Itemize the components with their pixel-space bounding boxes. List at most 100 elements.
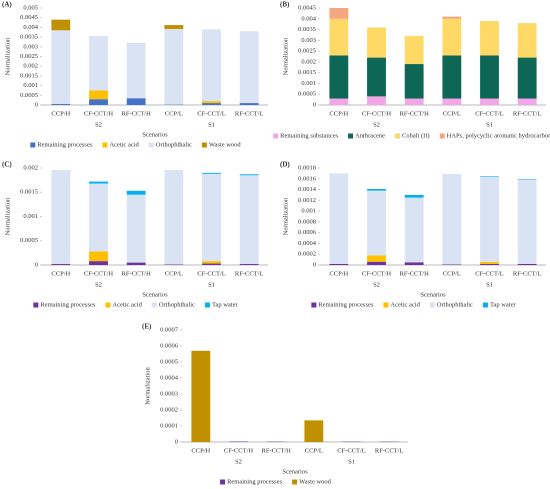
x-tick-label: CF-CCT/L — [197, 270, 226, 277]
x-tick-label: CF-CCT/H — [84, 110, 114, 117]
y-tick-label: 0.003 — [23, 43, 38, 50]
y-tick-label: 0 — [313, 101, 316, 108]
x-tick-label: CCP/L — [443, 110, 461, 117]
y-tick-label: 0.0006 — [160, 342, 179, 349]
x-tick-label: CF-CCT/L — [475, 110, 504, 117]
group-label: S2 — [95, 281, 102, 288]
legend-swatch — [482, 302, 488, 308]
y-tick-label: 0.0008 — [298, 218, 316, 225]
bar-segment — [442, 264, 462, 265]
legend-label: Remaining substances — [280, 132, 338, 139]
bar-segment — [191, 350, 211, 442]
legend-label: Remaining processes — [318, 301, 374, 308]
y-axis-title: Normalization — [144, 366, 151, 404]
bar-segment — [480, 176, 499, 262]
bar-segment — [164, 25, 184, 29]
legend-label: Orthophthalic — [437, 301, 473, 308]
legend-swatch — [348, 133, 354, 139]
bar-segment — [202, 101, 221, 104]
bar-segment — [329, 98, 349, 105]
legend-label: Waste wood — [299, 478, 332, 485]
legend-label: Orthophthalic — [156, 141, 192, 148]
bar-segment — [89, 99, 108, 105]
panel-label: (B) — [280, 1, 290, 9]
panel-label: (A) — [2, 1, 12, 9]
y-tick-label: 0.0045 — [20, 14, 38, 21]
y-tick-label: 0.0015 — [20, 189, 38, 196]
bar-segment — [89, 90, 108, 100]
legend-swatch — [151, 302, 157, 308]
legend-label: Remaining processes — [37, 141, 93, 148]
y-tick-label: 0.0005 — [20, 237, 38, 244]
y-tick-label: 0.001 — [23, 213, 38, 220]
bar-segment — [329, 173, 349, 264]
bar-segment — [304, 420, 324, 442]
bar-segment — [239, 103, 259, 105]
x-axis-title: Scenarios — [142, 291, 168, 298]
group-label: S2 — [235, 458, 242, 465]
y-tick-label: 0.0005 — [20, 92, 38, 99]
x-tick-label: CF-CCT/H — [362, 110, 392, 117]
bar-segment — [367, 27, 386, 58]
y-tick-label: 0.0012 — [298, 197, 316, 204]
x-tick-label: CCP/L — [165, 110, 183, 117]
bar-segment — [404, 262, 424, 265]
bar-segment — [517, 57, 537, 99]
bar-segment — [404, 98, 424, 105]
y-tick-label: 0.0015 — [298, 69, 316, 76]
x-tick-label: CF-CCT/L — [197, 110, 226, 117]
y-tick-label: 0.004 — [301, 15, 316, 22]
bar-segment — [367, 189, 386, 191]
bar-segment — [89, 183, 108, 252]
y-tick-label: 0.0025 — [20, 53, 38, 60]
bar-segment — [164, 28, 184, 105]
y-tick-label: 0.0006 — [298, 229, 317, 236]
legend-label: Acetic acid — [109, 141, 139, 148]
x-axis-title: Scenarios — [420, 291, 446, 298]
panel-label: (C) — [2, 161, 12, 169]
y-tick-label: 0.0002 — [298, 251, 316, 258]
group-label: S1 — [208, 281, 215, 288]
y-tick-label: 0.002 — [23, 164, 38, 171]
legend-swatch — [439, 133, 445, 139]
bar-segment — [517, 179, 537, 180]
y-tick-label: 0.0016 — [298, 175, 317, 182]
legend-swatch — [220, 479, 226, 485]
legend-label: Tap water — [490, 301, 517, 308]
y-tick-label: 0.0005 — [298, 91, 316, 98]
bar-segment — [480, 55, 499, 99]
x-axis-title: Scenarios — [142, 131, 168, 138]
y-tick-label: 0.002 — [23, 63, 38, 70]
bar-segment — [329, 55, 349, 99]
legend-label: Tap water — [212, 301, 239, 308]
legend-swatch — [148, 142, 154, 148]
bar-segment — [126, 42, 146, 99]
legend-swatch — [292, 479, 298, 485]
bar-segment — [442, 55, 462, 99]
y-tick-label: 0.001 — [301, 80, 316, 87]
y-tick-label: 0 — [35, 101, 38, 108]
bar-segment — [367, 57, 386, 97]
bar-segment — [404, 194, 424, 198]
x-tick-label: CCP/H — [51, 270, 70, 277]
legend-label: Remaining processes — [227, 478, 283, 485]
legend-swatch — [204, 302, 210, 308]
bar-segment — [89, 36, 108, 91]
x-tick-label: RF-CCT/H — [400, 110, 430, 117]
bar-segment — [239, 264, 259, 265]
bar-segment — [367, 255, 386, 262]
bar-segment — [442, 16, 462, 19]
group-label: S2 — [373, 121, 380, 128]
bar-segment — [367, 261, 386, 265]
y-tick-label: 0 — [175, 438, 178, 445]
y-tick-label: 0.0035 — [20, 34, 38, 41]
bar-segment — [480, 20, 499, 56]
x-tick-label: RF-CCT/L — [513, 270, 542, 277]
bar-segment — [239, 175, 259, 265]
bar-segment — [367, 96, 386, 105]
bar-segment — [404, 64, 424, 99]
x-tick-label: CCP/H — [329, 270, 348, 277]
legend-label: Anthracene — [355, 132, 385, 139]
x-tick-label: CF-CCT/H — [362, 270, 392, 277]
